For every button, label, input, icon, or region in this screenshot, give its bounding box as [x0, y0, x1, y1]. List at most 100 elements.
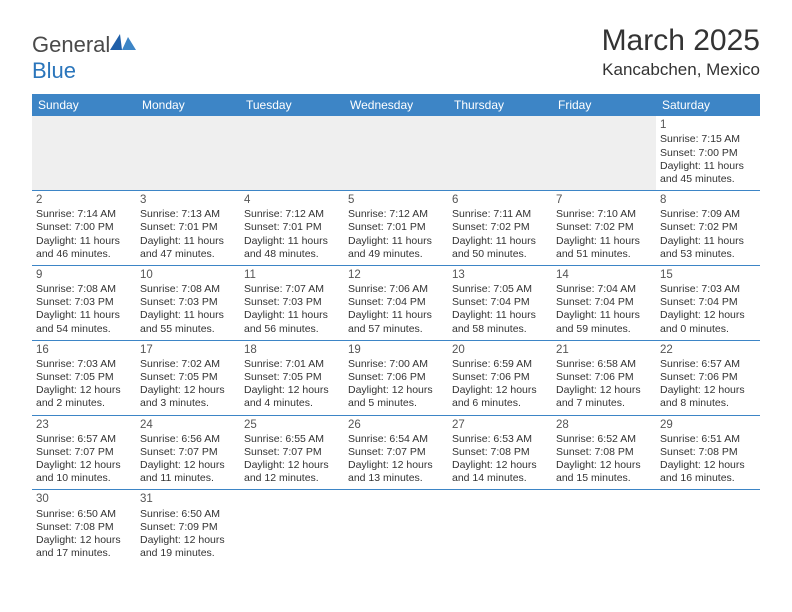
daylight: Daylight: 12 hours and 3 minutes. [140, 384, 236, 410]
calendar-row: 16Sunrise: 7:03 AMSunset: 7:05 PMDayligh… [32, 341, 760, 416]
sunset: Sunset: 7:05 PM [244, 371, 340, 384]
logo-flag-icon [110, 32, 136, 52]
day-number: 5 [348, 193, 444, 207]
day-number: 7 [556, 193, 652, 207]
calendar-cell: 29Sunrise: 6:51 AMSunset: 7:08 PMDayligh… [656, 416, 760, 490]
sunrise: Sunrise: 7:08 AM [36, 283, 132, 296]
daylight: Daylight: 11 hours and 54 minutes. [36, 309, 132, 335]
calendar-cell [240, 116, 344, 190]
daylight: Daylight: 11 hours and 47 minutes. [140, 235, 236, 261]
sunrise: Sunrise: 6:54 AM [348, 433, 444, 446]
calendar-cell: 28Sunrise: 6:52 AMSunset: 7:08 PMDayligh… [552, 416, 656, 490]
sunset: Sunset: 7:01 PM [140, 221, 236, 234]
sunset: Sunset: 7:08 PM [452, 446, 548, 459]
calendar-cell [344, 116, 448, 190]
day-number: 13 [452, 268, 548, 282]
dow-thursday: Thursday [448, 94, 552, 116]
daylight: Daylight: 11 hours and 45 minutes. [660, 160, 756, 186]
calendar-cell: 8Sunrise: 7:09 AMSunset: 7:02 PMDaylight… [656, 191, 760, 265]
daylight: Daylight: 12 hours and 10 minutes. [36, 459, 132, 485]
day-number: 30 [36, 492, 132, 506]
daylight: Daylight: 11 hours and 56 minutes. [244, 309, 340, 335]
daylight: Daylight: 12 hours and 6 minutes. [452, 384, 548, 410]
sunset: Sunset: 7:07 PM [140, 446, 236, 459]
sunrise: Sunrise: 7:07 AM [244, 283, 340, 296]
sunrise: Sunrise: 7:03 AM [36, 358, 132, 371]
day-number: 24 [140, 418, 236, 432]
sunset: Sunset: 7:06 PM [556, 371, 652, 384]
calendar-cell: 27Sunrise: 6:53 AMSunset: 7:08 PMDayligh… [448, 416, 552, 490]
calendar-cell: 1Sunrise: 7:15 AMSunset: 7:00 PMDaylight… [656, 116, 760, 190]
calendar-body: 1Sunrise: 7:15 AMSunset: 7:00 PMDaylight… [32, 116, 760, 564]
daylight: Daylight: 12 hours and 7 minutes. [556, 384, 652, 410]
calendar-cell: 5Sunrise: 7:12 AMSunset: 7:01 PMDaylight… [344, 191, 448, 265]
dow-monday: Monday [136, 94, 240, 116]
sunset: Sunset: 7:07 PM [348, 446, 444, 459]
calendar-cell: 31Sunrise: 6:50 AMSunset: 7:09 PMDayligh… [136, 490, 240, 564]
sunset: Sunset: 7:08 PM [36, 521, 132, 534]
dow-friday: Friday [552, 94, 656, 116]
calendar-cell: 7Sunrise: 7:10 AMSunset: 7:02 PMDaylight… [552, 191, 656, 265]
calendar-cell: 14Sunrise: 7:04 AMSunset: 7:04 PMDayligh… [552, 266, 656, 340]
sunrise: Sunrise: 6:57 AM [660, 358, 756, 371]
sunset: Sunset: 7:04 PM [348, 296, 444, 309]
day-number: 17 [140, 343, 236, 357]
calendar-cell [448, 116, 552, 190]
daylight: Daylight: 11 hours and 57 minutes. [348, 309, 444, 335]
dow-tuesday: Tuesday [240, 94, 344, 116]
calendar-cell: 18Sunrise: 7:01 AMSunset: 7:05 PMDayligh… [240, 341, 344, 415]
day-number: 6 [452, 193, 548, 207]
calendar-row: 9Sunrise: 7:08 AMSunset: 7:03 PMDaylight… [32, 266, 760, 341]
calendar-cell: 15Sunrise: 7:03 AMSunset: 7:04 PMDayligh… [656, 266, 760, 340]
calendar-cell: 11Sunrise: 7:07 AMSunset: 7:03 PMDayligh… [240, 266, 344, 340]
sunrise: Sunrise: 7:12 AM [348, 208, 444, 221]
daylight: Daylight: 12 hours and 0 minutes. [660, 309, 756, 335]
calendar-cell [552, 490, 656, 564]
calendar: Sunday Monday Tuesday Wednesday Thursday… [32, 94, 760, 564]
sunset: Sunset: 7:05 PM [36, 371, 132, 384]
sunset: Sunset: 7:00 PM [660, 147, 756, 160]
sunrise: Sunrise: 6:55 AM [244, 433, 340, 446]
daylight: Daylight: 11 hours and 53 minutes. [660, 235, 756, 261]
daylight: Daylight: 11 hours and 46 minutes. [36, 235, 132, 261]
day-number: 31 [140, 492, 236, 506]
logo-text-1: General [32, 32, 110, 57]
day-number: 28 [556, 418, 652, 432]
calendar-cell: 26Sunrise: 6:54 AMSunset: 7:07 PMDayligh… [344, 416, 448, 490]
dow-saturday: Saturday [656, 94, 760, 116]
sunrise: Sunrise: 7:04 AM [556, 283, 652, 296]
calendar-cell: 3Sunrise: 7:13 AMSunset: 7:01 PMDaylight… [136, 191, 240, 265]
sunrise: Sunrise: 7:03 AM [660, 283, 756, 296]
daylight: Daylight: 11 hours and 58 minutes. [452, 309, 548, 335]
calendar-cell: 17Sunrise: 7:02 AMSunset: 7:05 PMDayligh… [136, 341, 240, 415]
daylight: Daylight: 12 hours and 16 minutes. [660, 459, 756, 485]
sunset: Sunset: 7:00 PM [36, 221, 132, 234]
calendar-cell [32, 116, 136, 190]
sunset: Sunset: 7:02 PM [452, 221, 548, 234]
calendar-row: 2Sunrise: 7:14 AMSunset: 7:00 PMDaylight… [32, 191, 760, 266]
sunset: Sunset: 7:06 PM [348, 371, 444, 384]
daylight: Daylight: 12 hours and 4 minutes. [244, 384, 340, 410]
sunset: Sunset: 7:03 PM [244, 296, 340, 309]
calendar-cell: 24Sunrise: 6:56 AMSunset: 7:07 PMDayligh… [136, 416, 240, 490]
calendar-cell: 12Sunrise: 7:06 AMSunset: 7:04 PMDayligh… [344, 266, 448, 340]
calendar-cell: 25Sunrise: 6:55 AMSunset: 7:07 PMDayligh… [240, 416, 344, 490]
day-number: 26 [348, 418, 444, 432]
day-number: 29 [660, 418, 756, 432]
sunrise: Sunrise: 6:51 AM [660, 433, 756, 446]
sunset: Sunset: 7:03 PM [140, 296, 236, 309]
sunrise: Sunrise: 7:00 AM [348, 358, 444, 371]
calendar-cell [656, 490, 760, 564]
day-number: 21 [556, 343, 652, 357]
sunrise: Sunrise: 7:01 AM [244, 358, 340, 371]
daylight: Daylight: 12 hours and 2 minutes. [36, 384, 132, 410]
calendar-row: 30Sunrise: 6:50 AMSunset: 7:08 PMDayligh… [32, 490, 760, 564]
day-number: 10 [140, 268, 236, 282]
sunrise: Sunrise: 7:13 AM [140, 208, 236, 221]
day-number: 1 [660, 118, 756, 132]
logo-text: GeneralBlue [32, 32, 136, 84]
sunrise: Sunrise: 6:50 AM [36, 508, 132, 521]
sunrise: Sunrise: 7:05 AM [452, 283, 548, 296]
sunrise: Sunrise: 6:53 AM [452, 433, 548, 446]
sunset: Sunset: 7:02 PM [660, 221, 756, 234]
